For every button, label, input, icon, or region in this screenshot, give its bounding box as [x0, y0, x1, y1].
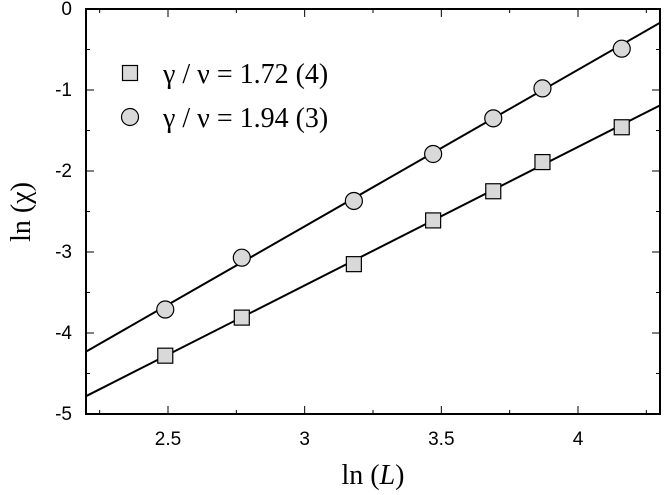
x-axis-label-variable: L	[379, 460, 396, 491]
data-point-square	[233, 309, 250, 326]
data-markers	[156, 39, 631, 364]
fit-line-circle	[86, 21, 660, 353]
data-point-circle	[612, 39, 631, 58]
x-tick-label: 4	[573, 429, 584, 450]
data-point-square	[485, 183, 502, 200]
data-point-circle	[156, 300, 175, 319]
x-axis-label-prefix: ln (	[341, 460, 379, 491]
data-point-square	[157, 347, 174, 364]
y-axis-label: ln (χ)	[6, 182, 37, 242]
fit-lines	[86, 21, 660, 398]
x-tick-label: 3.5	[428, 429, 454, 450]
x-tick-label: 2.5	[155, 429, 181, 450]
y-tick-label: -4	[55, 323, 72, 344]
data-point-square	[613, 119, 630, 136]
y-tick-label: -2	[55, 161, 72, 182]
axis-ticks: 2.5 3 3.5 4 0 -1 -2 -3 -4 -5	[55, 0, 660, 450]
data-point-circle	[533, 79, 552, 98]
x-tick-label: 3	[299, 429, 310, 450]
legend-label: γ / ν = 1.94 (3)	[162, 103, 328, 134]
y-tick-label: 0	[61, 0, 72, 20]
data-point-square	[345, 256, 362, 273]
y-tick-label: -3	[55, 242, 72, 263]
x-axis-label-suffix: )	[395, 460, 404, 491]
legend-label: γ / ν = 1.72 (4)	[162, 59, 328, 90]
data-point-circle	[232, 248, 251, 267]
legend: γ / ν = 1.72 (4) γ / ν = 1.94 (3)	[120, 59, 328, 134]
y-tick-label: -5	[55, 404, 72, 425]
data-point-square	[425, 212, 442, 229]
data-point-circle	[484, 109, 503, 128]
data-point-circle	[344, 191, 363, 211]
x-axis-label: ln (L)	[341, 460, 404, 491]
fit-line-square	[86, 104, 660, 398]
legend-marker-square	[121, 64, 139, 82]
legend-marker-circle	[120, 107, 140, 127]
y-tick-label: -1	[55, 80, 72, 101]
data-point-circle	[424, 144, 443, 164]
data-point-square	[534, 153, 551, 171]
